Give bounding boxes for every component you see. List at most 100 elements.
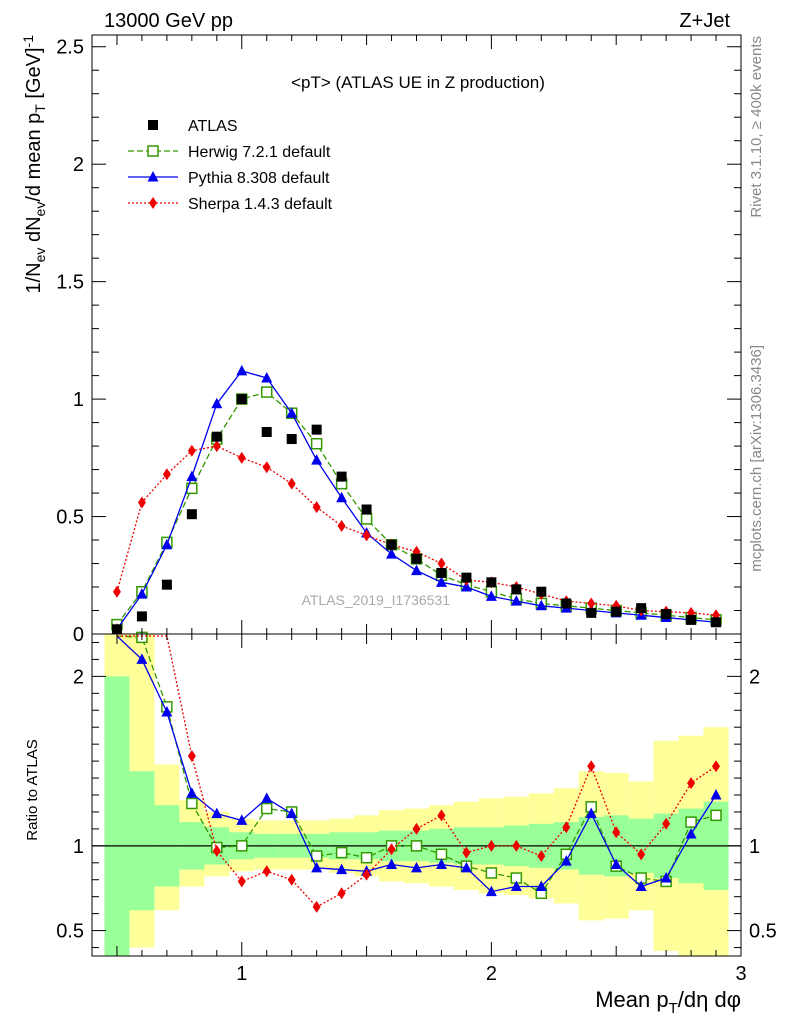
main-point-pythia [286, 407, 298, 418]
main-point-sherpa [587, 597, 596, 610]
main-point-sherpa [437, 557, 446, 570]
ratio-point-sherpa [187, 750, 196, 763]
y-tick-label: 0 [73, 624, 84, 646]
x-tick-label: 3 [735, 963, 746, 985]
main-point-sherpa [262, 461, 271, 474]
panel-frames: 1 2 3 0 0.5 1 1.5 2 2.5 0.5 0.5 1 1 2 2 [56, 34, 777, 985]
legend-label: Sherpa 1.4.3 default [188, 196, 333, 213]
main-line-sherpa [116, 445, 717, 616]
ratio-point-herwig [435, 848, 448, 861]
ratio-point-sherpa [612, 826, 621, 839]
main-point-atlas [661, 609, 672, 620]
ratio-point-pythia [411, 861, 422, 873]
ratio-point-sherpa [587, 760, 596, 773]
ratio-point-pythia [485, 885, 497, 897]
x-tick-label: 1 [236, 963, 247, 985]
ratio-point-herwig [186, 797, 198, 810]
inner-band-bin [129, 771, 155, 911]
legend-label: Pythia 8.308 default [188, 170, 330, 187]
main-point-atlas [361, 504, 372, 515]
x-tick-label: 2 [486, 963, 497, 985]
ratio-point-sherpa [387, 843, 396, 856]
ratio-point-pythia [186, 787, 198, 798]
main-point-pythia [336, 491, 348, 503]
ratio-point-sherpa [212, 844, 221, 857]
main-point-atlas [411, 553, 422, 564]
ratio-point-pythia [535, 880, 547, 892]
ratio-point-pythia [585, 807, 597, 819]
main-point-pythia [535, 599, 547, 611]
main-point-atlas [486, 577, 497, 588]
mcplots-side-label: mcplots.cern.ch [arXiv:1306.3436] [748, 345, 765, 572]
legend: ATLAS Herwig 7.2.1 default Pythia 8.308 de… [128, 118, 333, 213]
ratio-point-pythia [635, 880, 647, 892]
ratio-point-pythia [236, 814, 248, 825]
main-point-atlas [261, 426, 272, 437]
main-point-sherpa [362, 529, 371, 542]
main-point-atlas [536, 586, 547, 597]
y-tick-label: 0.5 [56, 507, 84, 529]
ratio-point-pythia [386, 858, 398, 869]
y-tick-label: 2 [73, 154, 84, 176]
main-point-pythia [510, 595, 522, 606]
y-tick-label: 1 [73, 389, 84, 411]
ratio-point-herwig [685, 816, 697, 828]
main-line-herwig [116, 391, 717, 625]
main-point-pythia [161, 538, 173, 550]
ratio-point-herwig [710, 809, 722, 822]
ratio-point-sherpa [462, 846, 471, 859]
ratio-point-pythia [161, 705, 173, 717]
main-point-atlas [461, 572, 472, 583]
main-point-atlas [611, 606, 622, 617]
legend-marker [147, 171, 159, 182]
axis-labels: 1/Nev dNev/d mean pT [GeV]-1 Ratio to ATL… [20, 35, 741, 1017]
ratio-y-tick-label-right: 2 [749, 666, 760, 688]
ratio-point-sherpa [262, 865, 271, 878]
ratio-point-sherpa [337, 887, 346, 900]
main-point-atlas [636, 603, 647, 614]
ratio-point-pythia [660, 872, 672, 883]
ratio-point-sherpa [412, 822, 421, 835]
ratio-point-herwig [236, 840, 248, 852]
ratio-point-sherpa [312, 900, 321, 913]
main-point-herwig [310, 437, 323, 450]
legend-marker [149, 197, 157, 209]
main-point-atlas [161, 579, 172, 590]
ratio-point-sherpa [487, 839, 496, 852]
main-point-atlas [711, 617, 722, 628]
ratio-y-tick-label-right: 1 [749, 836, 760, 858]
y-tick-label: 1.5 [56, 272, 84, 294]
ratio-y-axis-label: Ratio to ATLAS [24, 739, 41, 840]
ratio-point-sherpa [637, 848, 646, 861]
ratio-point-pythia [261, 792, 273, 803]
y-axis-label: 1/Nev dNev/d mean pT [GeV]-1 [20, 35, 48, 294]
main-point-pythia [211, 397, 223, 409]
ratio-point-pythia [560, 855, 572, 866]
main-point-pythia [386, 548, 398, 559]
x-axis-label: Mean pT/dη dφ [595, 987, 741, 1017]
main-point-atlas [511, 584, 522, 595]
main-point-atlas [211, 431, 222, 442]
ratio-point-sherpa [437, 809, 446, 822]
main-point-atlas [436, 567, 447, 578]
legend-marker [147, 145, 159, 157]
ratio-point-pythia [286, 807, 298, 819]
ratio-point-herwig [485, 867, 498, 879]
ratio-y-tick-label-right: 0.5 [749, 921, 777, 943]
ratio-point-pythia [136, 653, 148, 664]
main-point-atlas [311, 424, 322, 435]
main-point-sherpa [187, 444, 196, 457]
ratio-point-sherpa [287, 873, 296, 886]
ratio-point-pythia [460, 861, 472, 873]
ratio-y-tick-label: 2 [73, 666, 84, 688]
main-point-atlas [136, 611, 147, 622]
main-point-pythia [460, 581, 472, 592]
ratio-point-sherpa [562, 821, 571, 834]
main-point-atlas [586, 607, 597, 618]
main-point-pythia [311, 454, 323, 465]
main-point-sherpa [337, 519, 346, 532]
main-point-pythia [485, 590, 497, 601]
main-point-atlas [336, 471, 347, 482]
main-point-atlas [186, 509, 197, 520]
